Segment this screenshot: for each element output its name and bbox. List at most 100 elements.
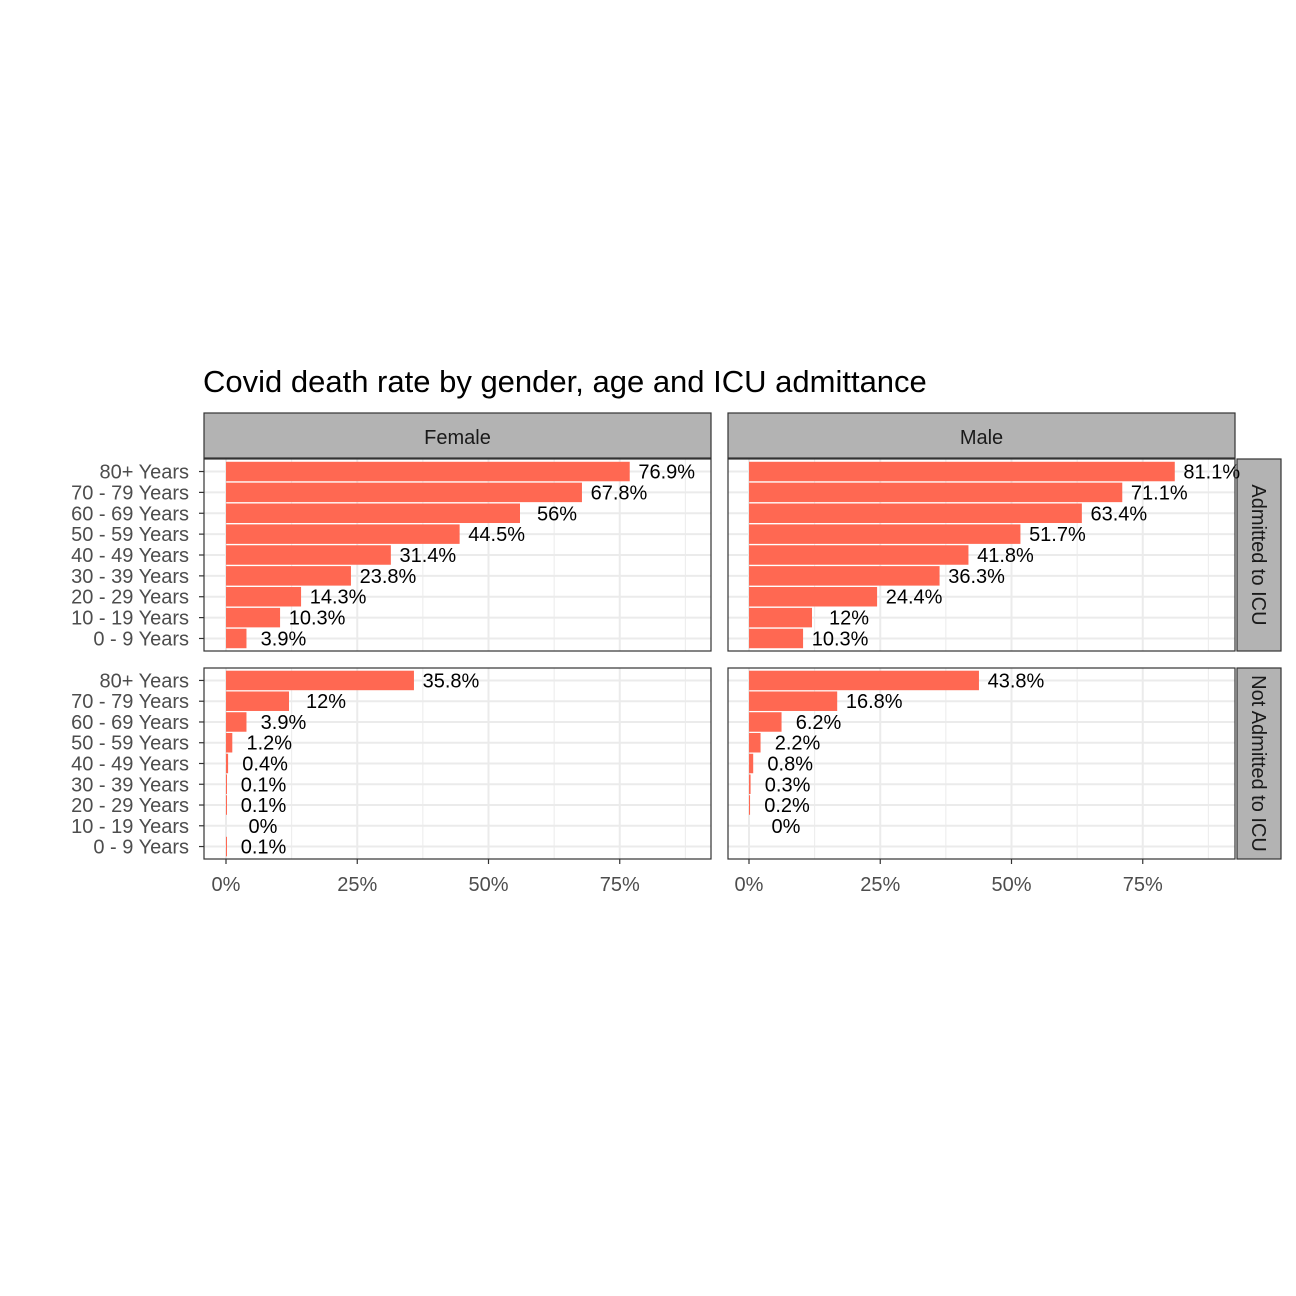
bar xyxy=(749,774,751,795)
facet-label-not-admitted-to-icu: Not Admitted to ICU xyxy=(1247,675,1269,852)
data-label: 43.8% xyxy=(988,670,1045,692)
data-label: 6.2% xyxy=(796,712,842,734)
bar xyxy=(749,607,812,628)
facet-strip-male xyxy=(727,412,1236,459)
facet-strip-admitted-to-icu xyxy=(1236,458,1282,652)
facet-label-admitted-to-icu: Admitted to ICU xyxy=(1247,484,1269,625)
data-label: 0.4% xyxy=(242,754,288,776)
data-label: 41.8% xyxy=(977,545,1034,567)
data-label: 76.9% xyxy=(638,462,695,484)
facet-strip-not-admitted-to-icu xyxy=(1236,667,1282,860)
bar xyxy=(749,566,940,586)
x-tick-label: 50% xyxy=(468,874,508,896)
bar xyxy=(749,461,1175,482)
data-label: 0.1% xyxy=(241,774,287,796)
data-label: 44.5% xyxy=(468,524,525,546)
panel-female-admitted-to-icu: 76.9%67.8% 56% 44.5% 31.4%23.8%14.3%10.3%3.… xyxy=(203,458,712,652)
data-label: 0.3% xyxy=(765,774,811,796)
x-tick-label: 75% xyxy=(1123,874,1163,896)
facet-label-male: Male xyxy=(960,427,1003,449)
bar xyxy=(749,545,969,565)
bar xyxy=(749,753,754,774)
data-label: 71.1% xyxy=(1131,482,1188,504)
y-tick-label: 20 - 29 Years xyxy=(71,587,189,609)
y-tick-label: 50 - 59 Years xyxy=(71,524,189,546)
y-tick-label: 40 - 49 Years xyxy=(71,545,189,567)
y-tick-label: 20 - 29 Years xyxy=(71,795,189,817)
y-tick-label: 10 - 19 Years xyxy=(71,608,189,630)
y-tick-label: 80+ Years xyxy=(99,462,189,484)
bar xyxy=(749,732,761,753)
data-label: 67.8% xyxy=(591,482,648,504)
data-label: 1.2% xyxy=(247,733,293,755)
bar xyxy=(226,795,227,815)
bar xyxy=(226,607,281,628)
y-tick-label: 10 - 19 Years xyxy=(71,816,189,838)
data-label: 0.1% xyxy=(241,837,287,859)
bar xyxy=(226,774,227,795)
bar xyxy=(226,753,229,774)
bar xyxy=(226,461,630,482)
y-tick-label: 30 - 39 Years xyxy=(71,774,189,796)
data-label: 35.8% xyxy=(423,670,480,692)
data-label: 36.3% xyxy=(948,566,1005,588)
bar xyxy=(749,712,782,732)
chart-title: Covid death rate by gender, age and ICU … xyxy=(203,364,927,399)
bar xyxy=(226,732,233,753)
data-label: 16.8% xyxy=(846,691,903,713)
y-tick-label: 80+ Years xyxy=(99,670,189,692)
panel-male-admitted-to-icu: 81.1%71.1%63.4%51.7%41.8%36.3%24.4% 12%10… xyxy=(727,458,1240,652)
data-label: 0.2% xyxy=(764,795,810,817)
data-label: 31.4% xyxy=(399,545,456,567)
data-label: 2.2% xyxy=(775,733,821,755)
data-label: 3.9% xyxy=(261,628,307,650)
x-tick-label: 0% xyxy=(735,874,764,896)
bar xyxy=(749,628,804,649)
bar xyxy=(226,586,302,607)
bar xyxy=(226,691,289,711)
y-tick-label: 50 - 59 Years xyxy=(71,733,189,755)
bar xyxy=(749,670,979,691)
y-tick-label: 30 - 39 Years xyxy=(71,566,189,588)
bar xyxy=(749,482,1123,503)
bar xyxy=(226,524,460,544)
data-label: 14.3% xyxy=(310,587,367,609)
bar xyxy=(226,628,247,649)
bar xyxy=(749,524,1021,544)
facet-label-female: Female xyxy=(424,427,491,449)
data-label: 81.1% xyxy=(1183,462,1240,484)
y-tick-label: 0 - 9 Years xyxy=(93,837,189,859)
x-tick-label: 25% xyxy=(860,874,900,896)
data-label: 24.4% xyxy=(886,587,943,609)
data-label: 51.7% xyxy=(1029,524,1086,546)
y-tick-label: 60 - 69 Years xyxy=(71,503,189,525)
data-label: 12% xyxy=(306,691,346,713)
panel-male-not-admitted-to-icu: 43.8% 16.8%6.2%2.2%0.8%0.3%0.2%0% xyxy=(727,667,1236,860)
bar xyxy=(749,795,751,815)
facet-strip-female xyxy=(203,412,712,459)
data-label: 0% xyxy=(249,816,278,838)
bar xyxy=(226,670,414,691)
bar xyxy=(226,503,520,524)
data-label: 12% xyxy=(829,608,869,630)
data-label: 0.1% xyxy=(241,795,287,817)
data-label: 23.8% xyxy=(360,566,417,588)
bar xyxy=(749,586,878,607)
y-tick-label: 60 - 69 Years xyxy=(71,712,189,734)
y-tick-label: 70 - 79 Years xyxy=(71,482,189,504)
data-label: 0.8% xyxy=(767,754,813,776)
data-label: 56% xyxy=(537,503,577,525)
y-tick-label: 0 - 9 Years xyxy=(93,628,189,650)
data-label: 0% xyxy=(772,816,801,838)
bar xyxy=(749,691,838,711)
x-tick-label: 50% xyxy=(991,874,1031,896)
data-label: 10.3% xyxy=(289,608,346,630)
data-label: 3.9% xyxy=(261,712,307,734)
bar xyxy=(226,482,582,503)
bar xyxy=(226,712,247,732)
panel-border xyxy=(727,458,1236,652)
bar xyxy=(226,545,391,565)
panel-border xyxy=(727,667,1236,860)
bar xyxy=(226,836,227,857)
